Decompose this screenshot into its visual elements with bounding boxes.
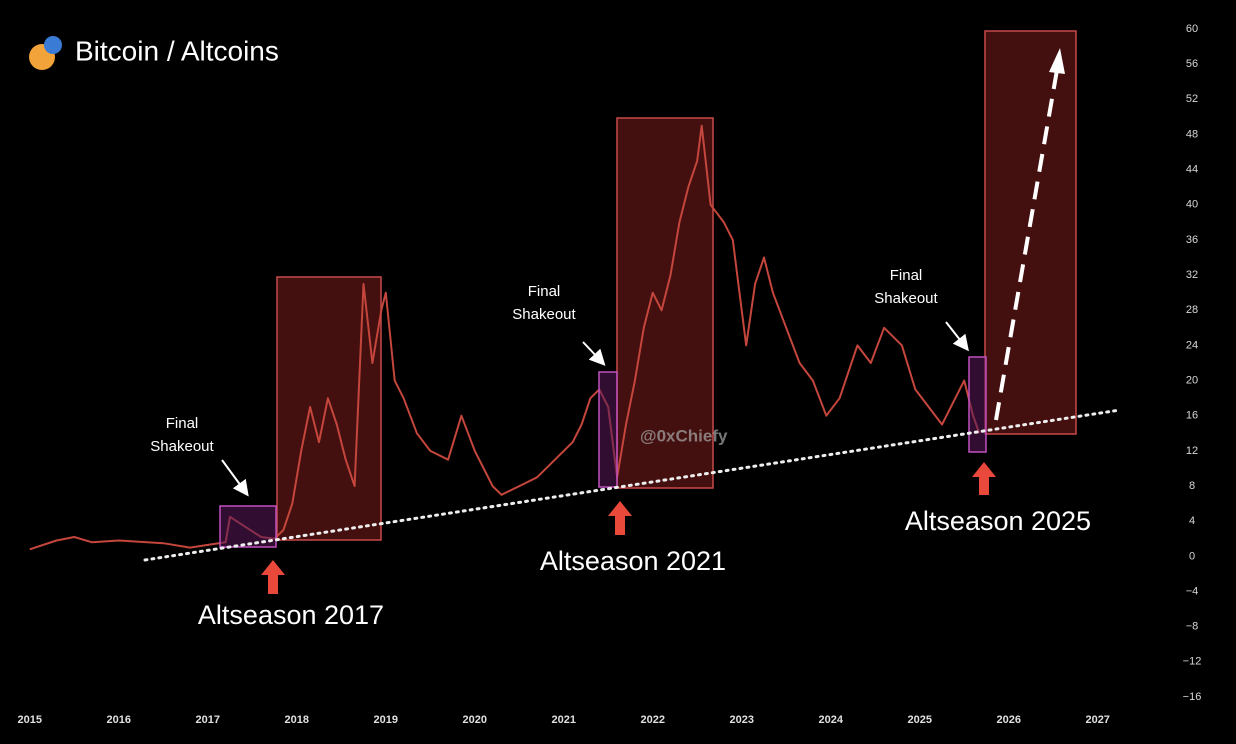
x-tick-label: 2017 — [196, 714, 220, 726]
y-tick-label: 60 — [1186, 23, 1198, 35]
y-tick-label: 48 — [1186, 128, 1198, 140]
x-tick-label: 2016 — [107, 714, 131, 726]
annotation: Final — [166, 415, 199, 432]
y-tick-label: 28 — [1186, 304, 1198, 316]
y-tick-label: 40 — [1186, 199, 1198, 211]
annotation: Altseason 2025 — [905, 506, 1091, 536]
red-arrows — [261, 462, 996, 594]
altseason-box — [984, 30, 1077, 435]
pointer-arrow — [582, 341, 606, 366]
pointer-arrow — [945, 321, 969, 352]
annotation: Shakeout — [150, 438, 214, 455]
y-tick-label: 0 — [1189, 550, 1195, 562]
y-tick-label: 24 — [1186, 339, 1198, 351]
red-arrow — [261, 560, 285, 594]
red-arrow — [972, 462, 996, 495]
altseason-box — [616, 117, 714, 489]
y-tick-label: 44 — [1186, 164, 1198, 176]
projection-arrow — [994, 69, 1059, 421]
shakeout-box — [968, 356, 987, 453]
y-tick-label: 16 — [1186, 410, 1198, 422]
y-tick-label: −12 — [1183, 656, 1202, 668]
shakeout-boxes — [219, 356, 987, 548]
x-tick-label: 2015 — [18, 714, 42, 726]
alt-icon — [44, 36, 62, 54]
annotation: Shakeout — [874, 290, 938, 307]
projection-arrowhead — [1049, 48, 1065, 74]
annotation: Final — [528, 283, 561, 300]
x-tick-label: 2021 — [552, 714, 576, 726]
x-tick-label: 2019 — [374, 714, 398, 726]
y-tick-label: −4 — [1186, 585, 1199, 597]
pointer-arrows — [221, 321, 969, 497]
x-tick-label: 2024 — [818, 714, 843, 726]
y-tick-label: 52 — [1186, 93, 1198, 105]
y-tick-label: 12 — [1186, 445, 1198, 457]
annotation: Altseason 2017 — [198, 600, 384, 630]
price-line — [29, 124, 981, 551]
x-tick-label: 2025 — [907, 714, 931, 726]
x-tick-label: 2022 — [641, 714, 665, 726]
y-tick-label: 20 — [1186, 374, 1198, 386]
y-tick-label: 4 — [1189, 515, 1195, 527]
annotation: Final — [890, 267, 923, 284]
y-tick-label: −8 — [1186, 621, 1199, 633]
highlight-boxes — [276, 30, 1077, 541]
x-tick-label: 2026 — [996, 714, 1020, 726]
plot-area — [29, 124, 981, 551]
trend-line — [143, 408, 1122, 562]
y-tick-label: 36 — [1186, 234, 1198, 246]
x-tick-label: 2023 — [729, 714, 753, 726]
red-arrow — [608, 501, 632, 535]
x-tick-label: 2018 — [285, 714, 309, 726]
x-tick-label: 2020 — [463, 714, 487, 726]
shakeout-box — [219, 505, 277, 548]
shakeout-box — [598, 371, 618, 488]
x-tick-label: 2027 — [1085, 714, 1109, 726]
annotation: Shakeout — [512, 306, 576, 323]
y-tick-label: −16 — [1183, 691, 1202, 703]
y-tick-label: 56 — [1186, 58, 1198, 70]
y-tick-label: 8 — [1189, 480, 1195, 492]
y-tick-label: 32 — [1186, 269, 1198, 281]
annotation: Altseason 2021 — [540, 546, 726, 576]
chart-title: Bitcoin / Altcoins — [75, 35, 279, 66]
pointer-arrow — [221, 459, 249, 497]
watermark: @0xChiefy — [640, 426, 728, 445]
